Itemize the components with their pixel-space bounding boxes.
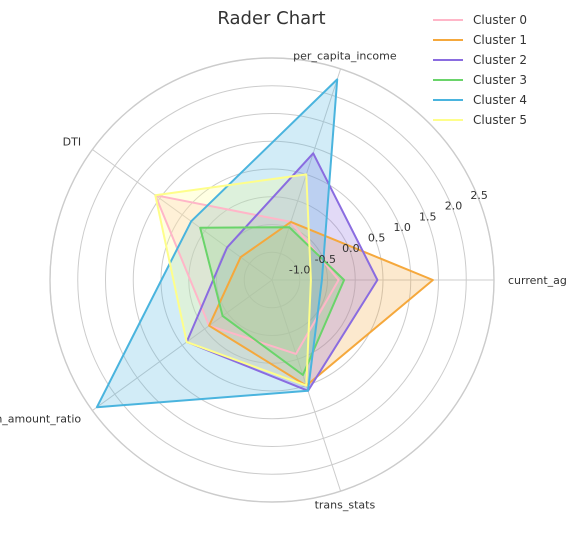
radial-tick-label: 0.0: [342, 242, 360, 255]
axis-label: per_capita_income: [293, 50, 397, 63]
legend-label: Cluster 5: [473, 113, 528, 127]
series-lines: [95, 78, 434, 409]
legend-item: Cluster 1: [433, 30, 553, 50]
legend-label: Cluster 4: [473, 93, 528, 107]
series-area-2: [186, 153, 378, 391]
radial-tick-label: 2.0: [445, 200, 463, 213]
legend-label: Cluster 3: [473, 73, 528, 87]
axis-label: high_amount_ratio: [0, 413, 81, 426]
legend-item: Cluster 3: [433, 70, 553, 90]
axis-label: DTI: [63, 135, 81, 148]
legend-swatch: [433, 99, 463, 101]
axis-label: trans_stats: [315, 498, 376, 511]
legend-label: Cluster 1: [473, 33, 528, 47]
chart-legend: Cluster 0 Cluster 1 Cluster 2 Cluster 3 Clus…: [433, 10, 553, 130]
legend-label: Cluster 2: [473, 53, 528, 67]
radial-tick-label: 1.0: [393, 221, 411, 234]
series-line-0: [154, 194, 340, 355]
legend-swatch: [433, 79, 463, 81]
series-line-3: [199, 226, 346, 376]
series-area-4: [96, 79, 338, 408]
legend-label: Cluster 0: [473, 13, 528, 27]
legend-swatch: [433, 119, 463, 121]
legend-swatch: [433, 39, 463, 41]
radial-tick-label: 2.5: [470, 189, 488, 202]
axis-spoke: [92, 149, 273, 281]
legend-item: Cluster 5: [433, 110, 553, 130]
radial-tick-label: -0.5: [315, 253, 336, 266]
series-line-2: [185, 152, 379, 392]
axis-label: current_age: [508, 274, 567, 287]
chart-title: Rader Chart: [217, 8, 326, 29]
legend-item: Cluster 4: [433, 90, 553, 110]
radial-tick-label: 0.5: [368, 232, 386, 245]
series-line-4: [95, 78, 339, 409]
legend-item: Cluster 2: [433, 50, 553, 70]
legend-swatch: [433, 59, 463, 61]
axis-labels: current_age per_capita_income DTI high_amou…: [0, 50, 567, 512]
radial-tick-label: -1.0: [289, 263, 310, 276]
series-line-5: [154, 173, 312, 387]
radial-tick-labels: -1.0 -0.5 0.0 0.5 1.0 1.5 2.0 2.5: [289, 189, 488, 276]
legend-swatch: [433, 19, 463, 21]
axis-spoke: [92, 279, 273, 411]
series-line-1: [208, 220, 434, 387]
legend-item: Cluster 0: [433, 10, 553, 30]
radial-tick-label: 1.5: [419, 210, 437, 223]
